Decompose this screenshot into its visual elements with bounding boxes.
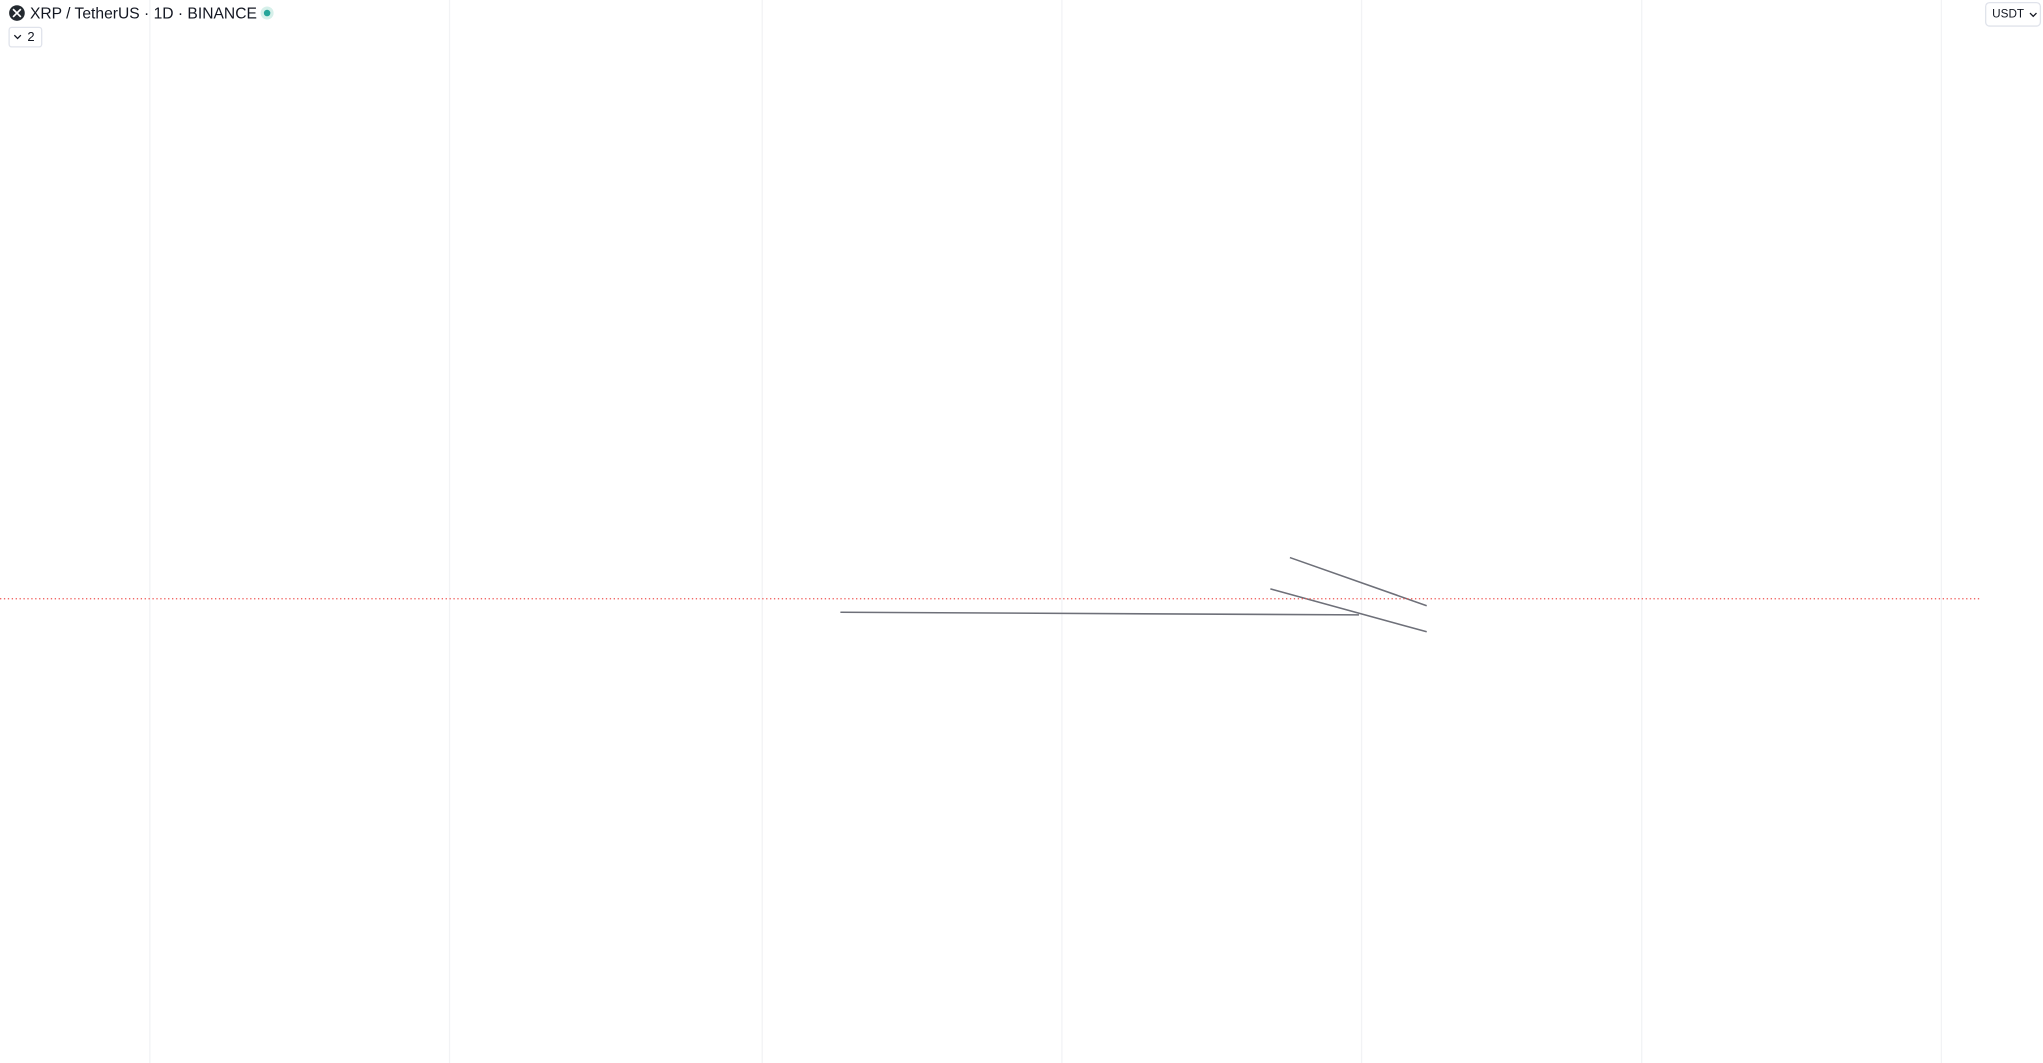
chevron — [2029, 12, 2037, 18]
currency[interactable]: USDT — [1992, 7, 2024, 20]
status-dot — [263, 9, 271, 17]
trendlines — [840, 556, 1427, 633]
indicator-count[interactable]: 2 — [27, 29, 34, 44]
vertical-grid — [149, 0, 1943, 1063]
trendline — [1289, 556, 1427, 607]
trendline — [1270, 588, 1427, 633]
chevron — [13, 34, 22, 40]
currency-button[interactable] — [1985, 1, 2042, 27]
logo-mark — [12, 8, 22, 18]
indicators-toggle[interactable] — [8, 26, 43, 48]
trendline — [840, 611, 1359, 616]
price-axis — [1980, 0, 2043, 1063]
symbol-title: XRP / TetherUS · 1D · BINANCE — [30, 5, 257, 22]
